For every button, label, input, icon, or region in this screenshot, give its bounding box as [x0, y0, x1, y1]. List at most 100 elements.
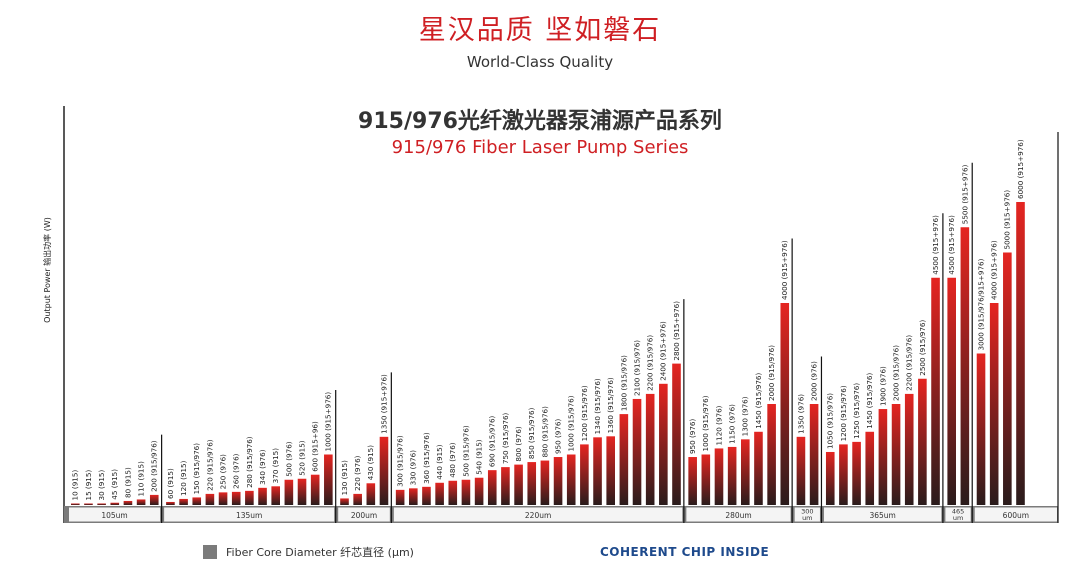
bar-value-label: 1120 (976) — [714, 405, 723, 445]
bar-value-label: 800 (976) — [514, 426, 523, 462]
bar-value-label: 1200 (915/976) — [580, 385, 589, 441]
bar-value-label: 2400 (915+976) — [659, 321, 668, 381]
bar-value-label: 30 (915) — [97, 470, 106, 501]
bar-value-label: 950 (976) — [553, 418, 562, 454]
bar — [166, 501, 175, 505]
bar — [395, 489, 405, 505]
bar-value-label: 300 (915/976) — [396, 435, 405, 487]
bar — [149, 494, 159, 505]
bar-value-label: 1200 (915/976) — [839, 385, 848, 441]
bar — [593, 437, 602, 505]
bar-value-label: 2000 (915/976) — [891, 345, 900, 401]
bar-value-label: 750 (915/976) — [501, 412, 510, 464]
bar — [324, 454, 333, 505]
bar — [809, 404, 819, 505]
chart-title: 915/976光纤激光器泵浦源产品系列 — [358, 109, 722, 134]
bar-value-label: 130 (915) — [340, 460, 349, 496]
bar — [409, 488, 418, 505]
legend-label: Fiber Core Diameter 纤芯直径 (μm) — [226, 546, 414, 559]
bar-value-label: 2200 (915/976) — [905, 335, 914, 391]
bar — [754, 431, 763, 505]
bar — [353, 493, 362, 505]
bar-value-label: 370 (915) — [271, 448, 280, 484]
group-label: 135um — [236, 511, 262, 520]
group-label: 300 — [801, 508, 813, 516]
bar-value-label: 1350 (915+976) — [379, 374, 388, 434]
bar — [448, 480, 458, 505]
bar — [606, 436, 615, 505]
legend: Fiber Core Diameter 纤芯直径 (μm) — [203, 543, 414, 561]
bar — [514, 464, 523, 505]
bar-value-label: 4500 (915+976) — [931, 215, 940, 275]
bar-value-label: 540 (915) — [475, 439, 484, 475]
bar-value-label: 1900 (976) — [878, 366, 887, 406]
bar — [580, 444, 589, 505]
bar-value-label: 80 (915) — [123, 467, 132, 498]
bar-value-label: 2000 (976) — [810, 361, 819, 401]
bar — [741, 439, 750, 505]
bar — [839, 444, 848, 505]
bar — [501, 467, 510, 505]
bar — [918, 378, 927, 505]
bar — [891, 404, 901, 505]
group-label: 220um — [525, 511, 551, 520]
y-axis-label: Output Power 输出功率 (W) — [42, 217, 52, 323]
group-label: 280um — [725, 511, 751, 520]
bar — [976, 353, 986, 505]
group-label: um — [953, 514, 963, 522]
bar-value-label: 60 (915) — [166, 468, 175, 499]
chart-subtitle: 915/976 Fiber Laser Pump Series — [391, 137, 689, 158]
bar-value-label: 150 (915/976) — [192, 443, 201, 495]
bar-value-label: 1250 (915/976) — [852, 383, 861, 439]
bar — [258, 487, 267, 505]
bar — [192, 497, 202, 505]
bar-value-label: 1150 (976) — [728, 404, 737, 444]
bar — [688, 457, 697, 505]
bar — [632, 398, 642, 505]
bar-value-label: 280 (915/976) — [245, 436, 254, 488]
group-label-box — [338, 507, 390, 522]
bar — [231, 491, 241, 505]
bar-value-label: 850 (915/976) — [527, 407, 536, 459]
bar — [796, 436, 806, 505]
bar-value-label: 4000 (915+976) — [780, 240, 789, 300]
bar — [179, 498, 188, 505]
bar-value-label: 250 (976) — [218, 454, 227, 490]
group-label-box — [164, 507, 335, 522]
bar — [931, 277, 940, 505]
bar-value-label: 260 (976) — [232, 453, 241, 489]
bar — [205, 493, 215, 505]
bar-value-label: 600 (915+96) — [311, 421, 320, 472]
bar-value-label: 340 (976) — [258, 449, 267, 485]
bar — [727, 446, 737, 505]
bar-value-label: 1000 (915+976) — [324, 392, 333, 452]
bar-value-label: 950 (976) — [688, 418, 697, 454]
bar-value-label: 1000 (915/976) — [567, 395, 576, 451]
bar-value-label: 10 (915) — [71, 470, 80, 501]
bar-value-label: 690 (915/976) — [488, 415, 497, 467]
bar — [527, 462, 537, 505]
bar — [310, 474, 320, 505]
group-label-box — [686, 507, 791, 522]
bar-value-label: 5500 (915+976) — [960, 164, 969, 224]
bar-value-label: 2800 (915+976) — [672, 301, 681, 361]
bar — [878, 409, 888, 505]
group-label: 200um — [351, 511, 377, 520]
page-subheadline: World-Class Quality — [466, 53, 614, 71]
bar-value-label: 4000 (915+976) — [990, 240, 999, 300]
bar-value-label: 1350 (976) — [796, 394, 805, 434]
bar-value-label: 1450 (915/976) — [754, 373, 763, 429]
bar-value-label: 110 (915) — [137, 461, 146, 497]
bar — [904, 393, 914, 505]
bar-value-label: 1340 (915/976) — [593, 378, 602, 434]
bar — [566, 454, 576, 505]
bar-value-label: 1300 (976) — [741, 396, 750, 436]
bar — [435, 482, 444, 505]
bar — [645, 393, 655, 505]
bar — [271, 486, 280, 505]
bar-value-label: 480 (976) — [448, 442, 457, 478]
legend-swatch — [203, 545, 217, 559]
bar-value-label: 440 (915) — [435, 444, 444, 480]
bar-value-label: 1800 (915/976) — [619, 355, 628, 411]
